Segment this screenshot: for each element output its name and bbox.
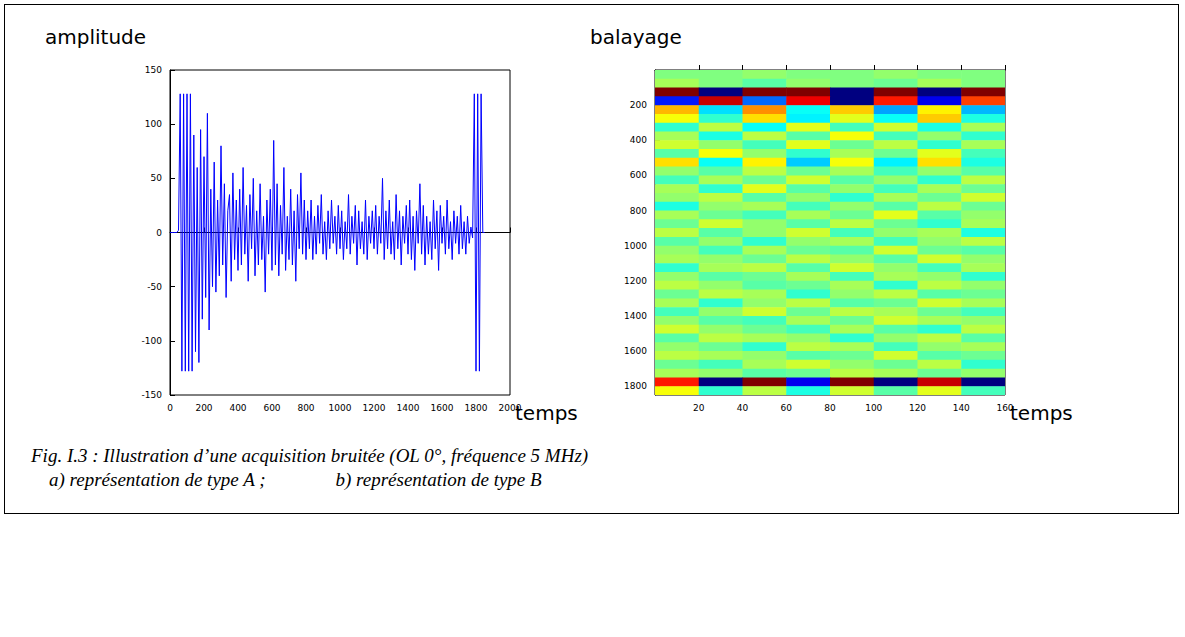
svg-text:600: 600 <box>630 170 647 180</box>
svg-text:800: 800 <box>297 403 314 413</box>
svg-text:40: 40 <box>737 403 749 413</box>
svg-text:1200: 1200 <box>624 276 647 286</box>
svg-text:1800: 1800 <box>624 381 647 391</box>
svg-text:800: 800 <box>630 206 647 216</box>
svg-text:1800: 1800 <box>465 403 488 413</box>
svg-text:160: 160 <box>996 403 1013 413</box>
svg-text:balayage: balayage <box>590 25 682 49</box>
svg-text:400: 400 <box>229 403 246 413</box>
svg-text:200: 200 <box>630 100 647 110</box>
html-text:b) représentation de type B: b) représentation de type B <box>335 469 542 490</box>
svg-text:100: 100 <box>145 119 162 129</box>
svg-text:80: 80 <box>824 403 836 413</box>
svg-text:1000: 1000 <box>624 241 647 251</box>
svg-text:200: 200 <box>195 403 212 413</box>
svg-text:100: 100 <box>865 403 882 413</box>
svg-text:120: 120 <box>909 403 926 413</box>
svg-text:1600: 1600 <box>431 403 454 413</box>
svg-text:temps: temps <box>515 401 578 425</box>
svg-text:20: 20 <box>693 403 705 413</box>
svg-text:600: 600 <box>263 403 280 413</box>
svg-text:50: 50 <box>151 173 163 183</box>
svg-text:1000: 1000 <box>329 403 352 413</box>
svg-text:1400: 1400 <box>397 403 420 413</box>
svg-text:1400: 1400 <box>624 311 647 321</box>
svg-text:0: 0 <box>167 403 173 413</box>
svg-text:140: 140 <box>953 403 970 413</box>
svg-text:0: 0 <box>156 228 162 238</box>
svg-text:2000: 2000 <box>499 403 522 413</box>
svg-text:-150: -150 <box>142 390 163 400</box>
svg-text:150: 150 <box>145 65 162 75</box>
svg-text:400: 400 <box>630 135 647 145</box>
svg-text:1200: 1200 <box>363 403 386 413</box>
svg-text:amplitude: amplitude <box>45 25 146 49</box>
svg-text:60: 60 <box>781 403 793 413</box>
svg-text:-100: -100 <box>142 336 163 346</box>
html-text:Fig. I.3 : Illustration d’une: Fig. I.3 : Illustration d’une acquisitio… <box>31 445 589 466</box>
html-text:a) représentation de type A ;: a) représentation de type A ; <box>49 469 266 490</box>
svg-text:-50: -50 <box>147 282 162 292</box>
svg-text:temps: temps <box>1010 401 1073 425</box>
svg-text:1600: 1600 <box>624 346 647 356</box>
